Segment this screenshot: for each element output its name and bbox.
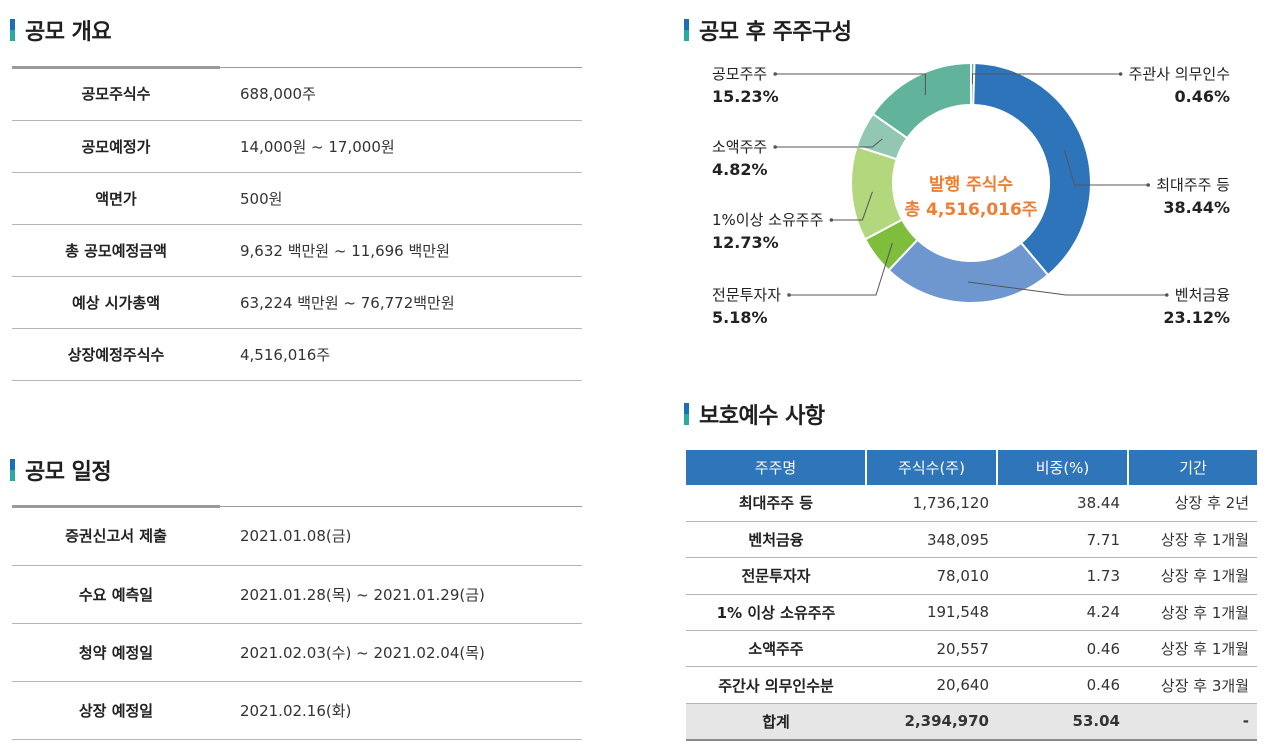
leader-dot	[773, 145, 778, 149]
col-header-shares: 주식수(주)	[866, 450, 998, 485]
table-row: 최대주주 등 1,736,120 38.44 상장 후 2년	[686, 485, 1257, 522]
table-row: 공모예정가 14,000원 ~ 17,000원	[12, 120, 582, 173]
title-bar-icon	[10, 459, 15, 481]
table-row: 청약 예정일 2021.02.03(수) ~ 2021.02.04(목)	[12, 623, 582, 682]
col-header-period: 기간	[1128, 450, 1257, 485]
segment-label-name: 소액주주	[712, 138, 767, 156]
table-row: 증권신고서 제출 2021.01.08(금)	[12, 507, 582, 566]
segment-label-value: 23.12%	[1163, 308, 1230, 327]
title-bar-icon	[684, 403, 689, 425]
segment-label-value: 4.82%	[712, 160, 768, 179]
title-bar-icon	[684, 19, 689, 41]
table-row: 상장예정주식수 4,516,016주	[12, 328, 582, 381]
title-bar-icon	[10, 19, 15, 41]
leader-dot	[787, 293, 791, 297]
leader-line	[831, 191, 873, 221]
donut-center-total: 총 4,516,016주	[905, 200, 1038, 220]
leader-line	[789, 242, 893, 296]
table-row: 1% 이상 소유주주 191,548 4.24 상장 후 1개월	[686, 594, 1257, 632]
schedule-title: 공모 일정	[10, 454, 112, 486]
leader-dot	[1146, 183, 1151, 187]
table-header-row: 주주명 주식수(주) 비중(%) 기간	[686, 450, 1257, 485]
lockup-title: 보호예수 사항	[684, 398, 825, 430]
leader-dot	[829, 218, 834, 222]
table-total-row: 합계 2,394,970 53.04-	[686, 703, 1257, 741]
segment-label-value: 38.44%	[1163, 198, 1230, 217]
leader-dot	[1118, 72, 1123, 76]
schedule-table: 증권신고서 제출 2021.01.08(금) 수요 예측일 2021.01.28(목…	[12, 507, 582, 740]
leader-line	[775, 138, 883, 148]
segment-label-name: 공모주주	[712, 65, 767, 83]
leader-line	[1064, 150, 1149, 186]
overview-table: 공모주식수 688,000주 공모예정가 14,000원 ~ 17,000원 액면가…	[12, 68, 582, 381]
shareholder-donut-chart: 주관사 의무인수 0.46% 최대주주 등 38.44% 벤처금융 23.12% 전문투자자…	[712, 61, 1230, 327]
table-row: 전문투자자 78,010 1.73 상장 후 1개월	[686, 557, 1257, 595]
leader-line	[968, 281, 1167, 296]
leader-dot	[773, 72, 778, 76]
overview-top-rule	[12, 66, 220, 69]
leader-dot	[1164, 293, 1169, 297]
segment-label-value: 12.73%	[712, 233, 779, 252]
segment-label-name: 1%이상 소유주주	[712, 211, 823, 229]
segment-label-value: 0.46%	[1174, 87, 1230, 106]
leader-line	[971, 73, 1121, 85]
table-row: 액면가 500원	[12, 172, 582, 225]
donut-segment-최대주주-등	[972, 62, 1092, 277]
shareholders-title: 공모 후 주주구성	[684, 14, 852, 46]
table-row: 예상 시가총액 63,224 백만원 ~ 76,772백만원	[12, 276, 582, 329]
col-header-holder: 주주명	[686, 450, 867, 485]
table-row: 상장 예정일 2021.02.16(화)	[12, 681, 582, 740]
overview-title: 공모 개요	[10, 14, 112, 46]
donut-segment-공모주주	[871, 61, 972, 140]
schedule-top-rule	[12, 505, 220, 508]
table-row: 공모주식수 688,000주	[12, 68, 582, 121]
segment-label-value: 15.23%	[712, 87, 779, 106]
segment-label-name: 주관사 의무인수	[1129, 65, 1230, 83]
overview-top-rule-thin	[220, 67, 582, 68]
segment-label-value: 5.18%	[712, 308, 768, 327]
table-row: 주간사 의무인수분 20,640 0.46 상장 후 3개월	[686, 666, 1257, 704]
table-row: 수요 예측일 2021.01.28(목) ~ 2021.01.29(금)	[12, 565, 582, 624]
table-row: 벤처금융 348,095 7.71 상장 후 1개월	[686, 521, 1257, 559]
col-header-ratio: 비중(%)	[997, 450, 1129, 485]
segment-label-name: 최대주주 등	[1156, 176, 1230, 194]
table-row: 소액주주 20,557 0.46 상장 후 1개월	[686, 630, 1257, 668]
segment-label-name: 벤처금융	[1175, 286, 1230, 304]
segment-label-name: 전문투자자	[712, 286, 781, 304]
leader-line	[775, 73, 926, 96]
donut-center-title: 발행 주식수	[929, 175, 1013, 195]
schedule-top-rule-thin	[220, 506, 582, 507]
table-row: 총 공모예정금액 9,632 백만원 ~ 11,696 백만원	[12, 224, 582, 277]
lockup-table: 주주명 주식수(주) 비중(%) 기간 최대주주 등 1,736,120 38.44…	[686, 450, 1257, 741]
donut-segment-벤처금융	[887, 238, 1050, 304]
